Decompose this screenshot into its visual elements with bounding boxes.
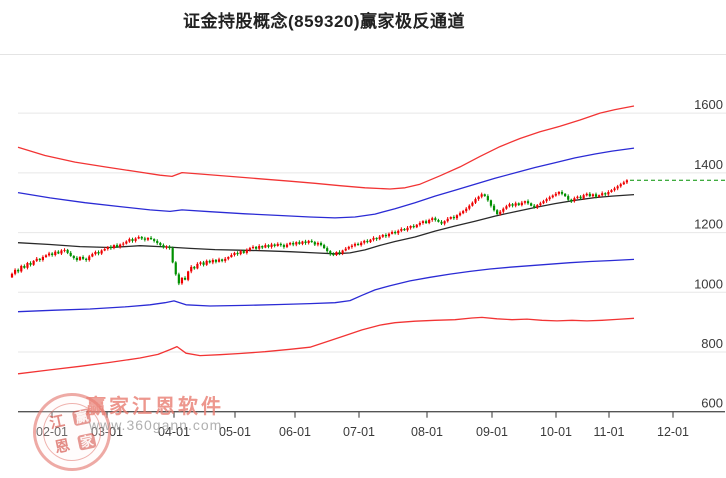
x-axis: 02-01 03-01 04-01 05-01 06-01 07-01 08-01 09-01… <box>18 411 725 439</box>
candles <box>10 179 629 286</box>
y-axis-labels: 1600 1400 1200 1000 800 600 <box>694 97 723 411</box>
x-axis-label-05-01: 05-01 <box>219 425 251 439</box>
x-axis-label-07-01: 07-01 <box>343 425 375 439</box>
y-axis-label-1600: 1600 <box>694 97 723 112</box>
x-axis-label-10-01: 10-01 <box>540 425 572 439</box>
x-axis-label-06-01: 06-01 <box>279 425 311 439</box>
y-axis-label-800: 800 <box>701 336 723 351</box>
chart-page: { "title": "证金持股概念(859320)赢家极反通道", "wate… <box>0 12 726 478</box>
x-axis-label-12-01: 12-01 <box>657 425 689 439</box>
upper-outer-channel-line <box>17 105 635 190</box>
chart-title: 证金持股概念(859320)赢家极反通道 <box>182 12 466 31</box>
x-axis-label-02-01: 02-01 <box>36 425 68 439</box>
upper-inner-channel-line <box>17 147 635 219</box>
x-axis-label-04-01: 04-01 <box>158 425 190 439</box>
x-axis-label-09-01: 09-01 <box>476 425 508 439</box>
lower-inner-channel-line <box>17 258 635 313</box>
x-axis-label-11-01: 11-01 <box>593 425 624 439</box>
x-axis-label-03-01: 03-01 <box>91 425 123 439</box>
y-axis-label-1000: 1000 <box>694 276 723 291</box>
candlestick-chart: 02-01 03-01 04-01 05-01 06-01 07-01 08-01 09-01… <box>10 97 726 439</box>
y-axis-label-600: 600 <box>701 396 723 411</box>
channel-lines <box>17 105 635 375</box>
gridlines <box>18 112 726 353</box>
midline-line <box>17 193 635 255</box>
header-divider <box>0 54 726 55</box>
y-axis-label-1400: 1400 <box>694 157 723 172</box>
lower-outer-channel-line <box>17 316 635 375</box>
x-axis-label-08-01: 08-01 <box>411 425 443 439</box>
y-axis-label-1200: 1200 <box>694 217 723 232</box>
